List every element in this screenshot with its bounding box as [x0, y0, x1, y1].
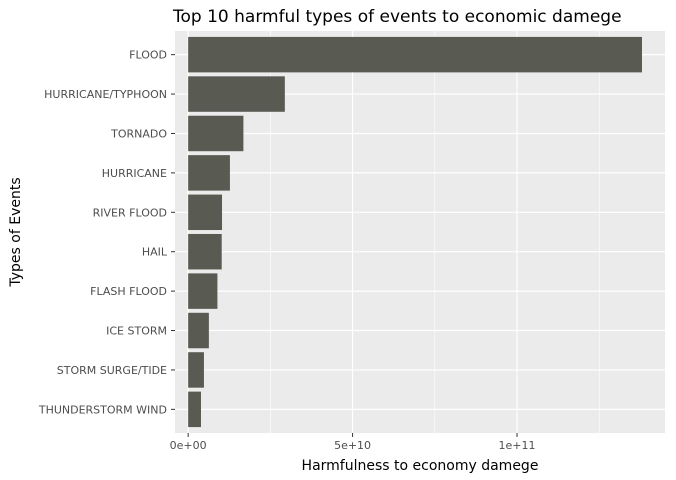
bar	[188, 194, 223, 231]
y-tick-label: TORNADO	[110, 127, 167, 140]
y-tick-label: RIVER FLOOD	[93, 206, 167, 219]
y-tick-label: FLASH FLOOD	[90, 285, 167, 298]
bar	[188, 233, 222, 270]
y-tick-label: HURRICANE/TYPHOON	[44, 88, 167, 101]
y-tick-label: STORM SURGE/TIDE	[57, 364, 167, 377]
bars	[188, 36, 642, 428]
y-tick-label: FLOOD	[129, 49, 167, 62]
x-axis-ticks: 0e+00 5e+10 1e+11	[170, 433, 536, 452]
y-axis-ticks: FLOOD HURRICANE/TYPHOON TORNADO HURRICANE RI…	[38, 49, 175, 416]
y-axis-title: Types of Events	[8, 177, 24, 287]
x-tick-label: 0e+00	[170, 439, 207, 452]
y-tick-label: ICE STORM	[106, 325, 167, 338]
chart-title: Top 10 harmful types of events to econom…	[172, 7, 622, 27]
bar	[188, 155, 230, 191]
bar	[188, 115, 244, 152]
x-tick-label: 5e+10	[334, 439, 371, 452]
bar	[188, 76, 285, 112]
y-tick-label: HURRICANE	[102, 167, 167, 180]
bar	[188, 273, 218, 309]
bar	[188, 312, 209, 349]
bar	[188, 36, 642, 73]
bar	[188, 391, 201, 428]
y-tick-label: HAIL	[142, 246, 168, 259]
x-tick-label: 1e+11	[499, 439, 536, 452]
bar	[188, 352, 204, 388]
x-axis-title: Harmfulness to economy damege	[302, 458, 539, 474]
y-tick-label: THUNDERSTORM WIND	[38, 403, 167, 416]
